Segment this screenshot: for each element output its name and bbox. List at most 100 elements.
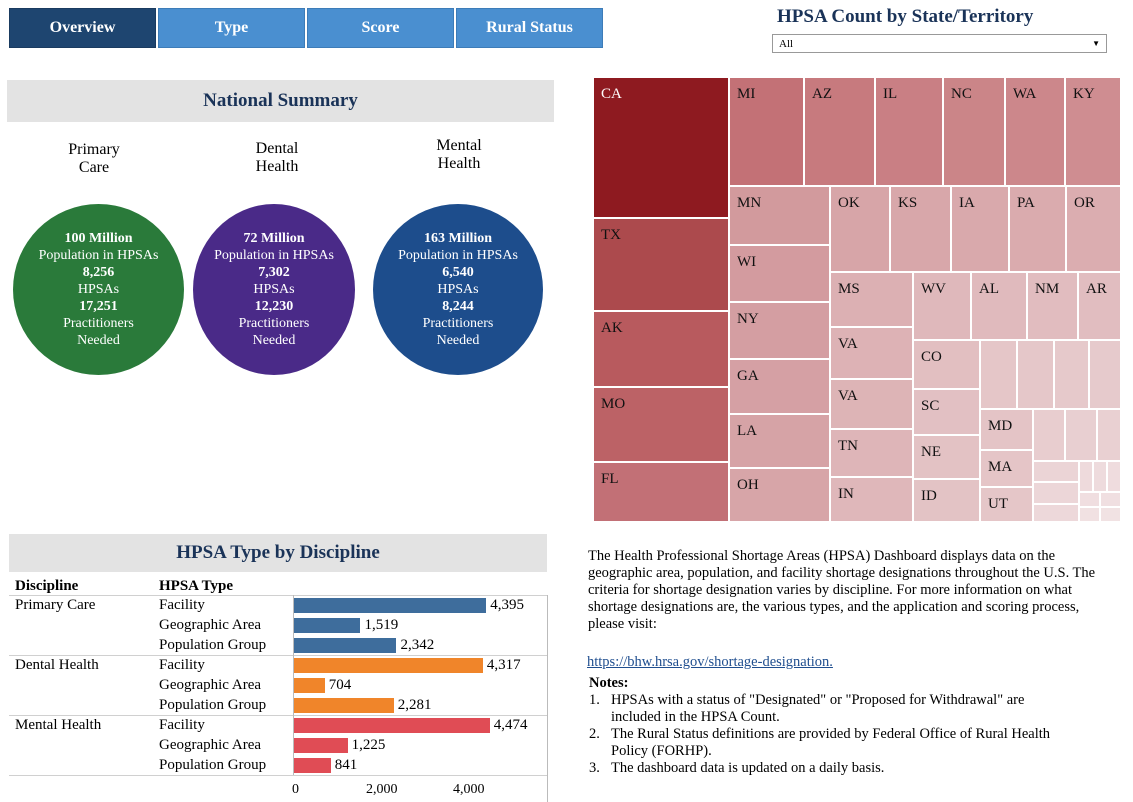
primary-care-label: Primary Care (68, 141, 120, 176)
treemap-tile[interactable] (1033, 461, 1079, 482)
bar-value-label: 841 (334, 757, 358, 773)
bar-dental-health-facility[interactable] (294, 658, 483, 673)
treemap-tile-tx[interactable]: TX (593, 218, 729, 311)
treemap-tile-co[interactable]: CO (913, 340, 980, 389)
treemap-tile-wv[interactable]: WV (913, 272, 971, 340)
treemap-tile-ky[interactable]: KY (1065, 77, 1121, 186)
treemap-tile-il[interactable]: IL (875, 77, 943, 186)
treemap-tile[interactable] (1089, 340, 1121, 409)
national-summary-header: National Summary (7, 80, 554, 122)
type-label: Population Group (159, 697, 267, 713)
treemap-tile-wi[interactable]: WI (729, 245, 830, 302)
treemap-tile-ak[interactable]: AK (593, 311, 729, 387)
table-divider (9, 595, 547, 596)
note-item: 2. The Rural Status definitions are provi… (589, 726, 1051, 759)
treemap-tile[interactable] (1079, 461, 1093, 492)
chart-axis-line (293, 595, 294, 775)
treemap-tile-az[interactable]: AZ (804, 77, 875, 186)
treemap-tile-mo[interactable]: MO (593, 387, 729, 462)
treemap-tile-ca[interactable]: CA (593, 77, 729, 218)
treemap-tile-sc[interactable]: SC (913, 389, 980, 435)
treemap-tile-ga[interactable]: GA (729, 359, 830, 414)
treemap-tile-ok[interactable]: OK (830, 186, 890, 272)
treemap-tile-ar[interactable]: AR (1078, 272, 1121, 340)
bar-primary-care-population-group[interactable] (294, 638, 397, 653)
type-by-discipline-header: HPSA Type by Discipline (9, 534, 547, 572)
treemap-tile-id[interactable]: ID (913, 479, 980, 522)
treemap-tile-ut[interactable]: UT (980, 487, 1033, 522)
dental-health-label: Dental Health (255, 140, 299, 175)
bar-primary-care-geographic-area[interactable] (294, 618, 361, 633)
bar-primary-care-facility[interactable] (294, 598, 487, 613)
dashboard-description: The Health Professional Shortage Areas (… (588, 548, 1096, 632)
treemap-tile[interactable] (1100, 492, 1121, 507)
shortage-designation-link[interactable]: https://bhw.hrsa.gov/shortage-designatio… (587, 654, 833, 670)
bar-dental-health-population-group[interactable] (294, 698, 394, 713)
treemap-tile-or[interactable]: OR (1066, 186, 1121, 272)
hpsa-type-column-header: HPSA Type (159, 578, 234, 594)
treemap-tile-la[interactable]: LA (729, 414, 830, 468)
treemap-tile-oh[interactable]: OH (729, 468, 830, 522)
treemap-tile[interactable] (1054, 340, 1089, 409)
treemap-tile-ne[interactable]: NE (913, 435, 980, 479)
dental-health-circle: 72 Million Population in HPSAs 7,302 HPS… (193, 204, 355, 375)
treemap-tile-ks[interactable]: KS (890, 186, 951, 272)
treemap-tile-mt[interactable]: VA (830, 327, 913, 379)
x-axis-tick: 2,000 (366, 782, 398, 797)
treemap-tile[interactable] (1065, 409, 1097, 461)
treemap-tile[interactable] (1079, 492, 1100, 507)
type-label: Facility (159, 657, 205, 673)
notes-title: Notes: (589, 675, 629, 691)
treemap-tile-ia[interactable]: IA (951, 186, 1009, 272)
chevron-down-icon: ▼ (1092, 39, 1100, 48)
treemap-tile[interactable] (1079, 507, 1100, 522)
treemap-tile[interactable] (1100, 507, 1121, 522)
bar-value-label: 2,342 (400, 637, 435, 653)
tab-overview[interactable]: Overview (9, 8, 156, 48)
type-label: Geographic Area (159, 677, 262, 693)
treemap-tile[interactable] (1033, 482, 1079, 504)
discipline-label-dental-health: Dental Health (15, 657, 99, 673)
treemap-tile-al[interactable]: AL (971, 272, 1027, 340)
type-label: Population Group (159, 757, 267, 773)
discipline-label-primary-care: Primary Care (15, 597, 96, 613)
treemap-tile[interactable] (1017, 340, 1054, 409)
tab-type[interactable]: Type (158, 8, 305, 48)
treemap-tile-in[interactable]: IN (830, 477, 913, 522)
state-filter-value: All (779, 37, 794, 50)
treemap-tile-fl[interactable]: FL (593, 462, 729, 522)
treemap-tile-tn[interactable]: TN (830, 429, 913, 477)
treemap-tile-mi[interactable]: MI (729, 77, 804, 186)
treemap-tile-wa[interactable]: WA (1005, 77, 1065, 186)
discipline-column-header: Discipline (15, 578, 79, 594)
map-title: HPSA Count by State/Territory (777, 6, 1034, 27)
bar-mental-health-facility[interactable] (294, 718, 490, 733)
treemap-tile-va[interactable]: VA (830, 379, 913, 429)
bar-mental-health-population-group[interactable] (294, 758, 331, 773)
treemap-tile[interactable] (1033, 504, 1079, 522)
tab-score[interactable]: Score (307, 8, 454, 48)
bar-value-label: 1,225 (351, 737, 386, 753)
treemap-tile-ms[interactable]: MS (830, 272, 913, 327)
tab-rural-status[interactable]: Rural Status (456, 8, 603, 48)
treemap-tile[interactable] (1107, 461, 1121, 492)
bar-dental-health-geographic-area[interactable] (294, 678, 325, 693)
state-filter-dropdown[interactable]: All ▼ (772, 34, 1107, 53)
treemap-tile-ma[interactable]: MA (980, 450, 1033, 487)
table-divider (9, 715, 547, 716)
treemap-tile-nm[interactable]: NM (1027, 272, 1078, 340)
treemap-tile-pa[interactable]: PA (1009, 186, 1066, 272)
treemap-tile-nc[interactable]: NC (943, 77, 1005, 186)
treemap-tile[interactable] (1097, 409, 1121, 461)
treemap-tile-mn[interactable]: MN (729, 186, 830, 245)
treemap-tile-ny[interactable]: NY (729, 302, 830, 359)
treemap-tile[interactable] (1033, 409, 1065, 461)
notes-list: 1. HPSAs with a status of "Designated" or… (589, 692, 1059, 777)
bar-value-label: 704 (328, 677, 352, 693)
tab-bar: Overview Type Score Rural Status (9, 8, 605, 48)
table-divider (9, 775, 547, 776)
bar-mental-health-geographic-area[interactable] (294, 738, 348, 753)
treemap-tile-md[interactable]: MD (980, 409, 1033, 450)
treemap-tile[interactable] (1093, 461, 1107, 492)
treemap-tile[interactable] (980, 340, 1017, 409)
